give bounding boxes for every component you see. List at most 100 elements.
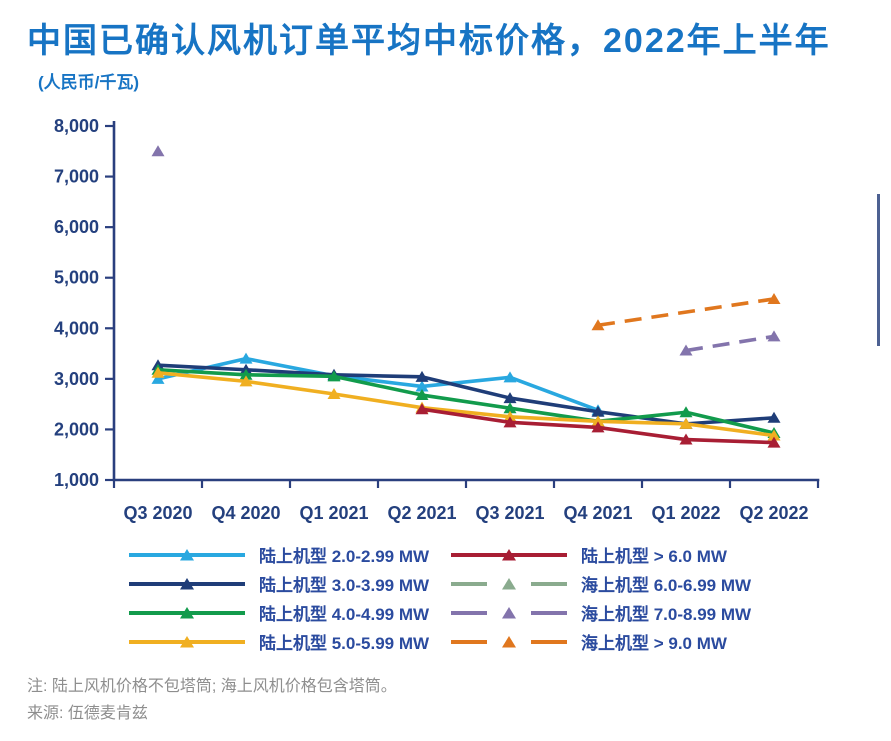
series-line-segment <box>333 374 423 397</box>
series-line-segment <box>685 334 775 353</box>
series-line-segment <box>421 375 511 400</box>
series-7 <box>151 145 781 356</box>
chart-footer: 注: 陆上风机价格不包塔筒; 海上风机价格包含塔筒。 来源: 伍德麦肯兹 <box>27 673 397 727</box>
clipped-chart-edge-artifact <box>877 194 880 346</box>
x-tick-label: Q2 2021 <box>387 503 456 523</box>
series-line-segment <box>421 375 511 389</box>
triangle-marker <box>415 380 429 392</box>
legend-label: 海上机型 6.0-6.99 MW <box>581 576 752 595</box>
series-3 <box>151 363 781 438</box>
y-tick-label: 5,000 <box>54 268 99 288</box>
triangle-marker <box>327 370 341 382</box>
y-tick-label: 2,000 <box>54 419 99 439</box>
series-8 <box>591 292 781 331</box>
legend-item-7: 海上机型 7.0-8.99 MW <box>450 600 751 625</box>
legend-triangle-marker <box>180 548 194 560</box>
legend-swatch <box>451 548 567 560</box>
triangle-marker <box>767 330 781 342</box>
triangle-marker <box>591 319 605 331</box>
triangle-marker <box>503 416 517 428</box>
triangle-marker <box>151 372 165 384</box>
footnote: 注: 陆上风机价格不包塔筒; 海上风机价格包含塔筒。 <box>27 678 397 695</box>
x-tick-label: Q2 2022 <box>739 503 808 523</box>
series-line-segment <box>509 414 599 424</box>
triangle-marker <box>415 370 429 382</box>
series-line-segment <box>421 393 511 410</box>
triangle-marker <box>591 421 605 433</box>
triangle-marker <box>327 388 341 400</box>
triangle-marker <box>239 352 253 364</box>
triangle-marker <box>679 433 693 445</box>
series-line-segment <box>245 367 335 377</box>
legend-label: 陆上机型 > 6.0 MW <box>581 547 727 566</box>
triangle-marker <box>503 392 517 404</box>
series-line-segment <box>597 419 687 426</box>
series-line-segment <box>421 407 511 425</box>
series-line-segment <box>685 437 775 445</box>
triangle-marker <box>415 403 429 415</box>
series-line-segment <box>597 297 775 328</box>
triangle-marker <box>415 389 429 401</box>
legend-triangle-marker <box>180 635 194 647</box>
series-line-segment <box>333 392 423 410</box>
x-tick-label: Q3 2021 <box>475 503 544 523</box>
triangle-marker <box>151 366 165 378</box>
triangle-marker <box>503 410 517 422</box>
series-4 <box>151 366 781 441</box>
triangle-marker <box>679 344 693 356</box>
legend-item-4: 陆上机型 5.0-5.99 MW <box>128 629 450 654</box>
legend-item-1: 陆上机型 2.0-2.99 MW <box>128 542 450 567</box>
series-line-segment <box>509 420 599 430</box>
series-line-segment <box>597 425 687 442</box>
x-tick-label: Q3 2020 <box>123 503 192 523</box>
price-line-chart: 1,000 2,000 3,000 4,000 5,000 6,000 7,000 8,000… <box>54 116 820 523</box>
series-5 <box>415 403 781 448</box>
legend-item-6: 海上机型 6.0-6.99 MW <box>450 571 751 596</box>
y-tick-label: 6,000 <box>54 217 99 237</box>
series-line-segment <box>157 363 247 372</box>
series-line-segment <box>509 396 599 414</box>
legend-label: 陆上机型 5.0-5.99 MW <box>259 634 430 653</box>
triangle-marker <box>591 415 605 427</box>
triangle-marker <box>239 375 253 387</box>
legend-item-5: 陆上机型 > 6.0 MW <box>450 542 751 567</box>
x-tick-label: Q4 2020 <box>211 503 280 523</box>
triangle-marker <box>239 368 253 380</box>
x-tick-label: Q4 2021 <box>563 503 632 523</box>
legend-triangle-marker <box>502 548 516 560</box>
legend-triangle-marker <box>180 577 194 589</box>
legend-label: 海上机型 > 9.0 MW <box>581 634 727 653</box>
y-tick-label: 7,000 <box>54 167 99 187</box>
x-tick-label: Q1 2022 <box>651 503 720 523</box>
triangle-marker <box>591 405 605 417</box>
chart-unit-subtitle: (人民币/千瓦) <box>38 73 140 92</box>
triangle-marker <box>503 402 517 414</box>
triangle-marker <box>679 417 693 429</box>
legend-swatch <box>129 548 245 560</box>
legend-swatch <box>451 606 567 618</box>
legend-label: 陆上机型 2.0-2.99 MW <box>259 547 430 566</box>
series-line-segment <box>685 410 775 435</box>
page-title: 中国已确认风机订单平均中标价格，2022年上半年 <box>27 22 831 60</box>
series-line-segment <box>685 422 775 438</box>
triangle-marker <box>503 371 517 383</box>
legend-swatch <box>129 577 245 589</box>
triangle-marker <box>767 411 781 423</box>
series-line-segment <box>245 379 335 396</box>
chart-legend: 陆上机型 2.0-2.99 MW 陆上机型 3.0-3.99 MW 陆上机型 4.0… <box>128 540 751 656</box>
legend-label: 陆上机型 4.0-4.99 MW <box>259 605 430 624</box>
legend-item-8: 海上机型 > 9.0 MW <box>450 629 751 654</box>
y-tick-label: 3,000 <box>54 369 99 389</box>
legend-triangle-marker <box>502 606 516 618</box>
triangle-marker <box>151 145 165 157</box>
series-line-segment <box>333 373 423 379</box>
series-line-segment <box>157 370 247 384</box>
legend-triangle-marker <box>502 635 516 647</box>
triangle-marker <box>679 406 693 418</box>
series-line-segment <box>157 367 247 377</box>
triangle-marker <box>767 436 781 448</box>
series-line-segment <box>509 375 599 412</box>
legend-label: 陆上机型 3.0-3.99 MW <box>259 576 430 595</box>
triangle-marker <box>767 292 781 304</box>
